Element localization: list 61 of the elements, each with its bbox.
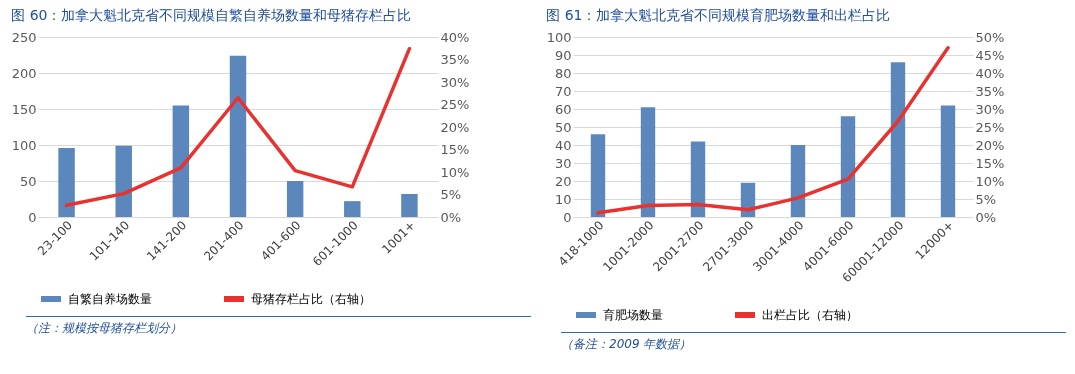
bar	[790, 145, 806, 217]
chart-title: 图 60：加拿大魁北克省不同规模自繁自养场数量和母猪存栏占比	[11, 7, 412, 23]
bar	[940, 105, 956, 217]
legend-label: 育肥场数量	[603, 308, 663, 322]
bar	[115, 145, 132, 217]
y2-tick-label: 35%	[975, 83, 1005, 99]
y-tick-label: 100	[11, 137, 37, 153]
y2-tick-label: 30%	[975, 101, 1005, 117]
y-tick-label: 70	[554, 83, 572, 99]
y-tick-label: 20	[554, 173, 572, 189]
y2-tick-label: 40%	[440, 29, 470, 45]
bar	[401, 193, 418, 217]
y2-tick-label: 20%	[975, 137, 1005, 153]
y2-tick-label: 40%	[975, 65, 1005, 81]
bar	[690, 141, 706, 217]
y-tick-label: 250	[11, 29, 37, 45]
y2-tick-label: 25%	[975, 119, 1005, 135]
y2-tick-label: 35%	[440, 52, 470, 67]
y2-tick-label: 5%	[440, 187, 462, 202]
text: （备注：2009 年数据）	[561, 332, 1066, 353]
bar	[840, 116, 856, 217]
y2-tick-label: 0%	[440, 209, 462, 225]
y-tick-label: 90	[554, 47, 572, 63]
bar	[890, 62, 906, 217]
line-series	[64, 46, 412, 208]
y-tick-label: 40	[554, 137, 572, 153]
legend-label: 出栏占比（右轴）	[762, 308, 858, 322]
y2-tick-label: 15%	[975, 155, 1005, 171]
y2-tick-label: 10%	[440, 164, 470, 180]
y-tick-label: 200	[11, 65, 37, 81]
y2-tick-label: 30%	[440, 74, 470, 90]
y-tick-label: 60	[554, 101, 572, 117]
y2-tick-label: 0%	[975, 209, 997, 225]
y2-tick-label: 10%	[975, 173, 1005, 189]
y2-tick-label: 15%	[440, 142, 470, 157]
legend-label: 母猪存栏占比（右轴）	[251, 292, 371, 306]
y-tick-label: 30	[554, 155, 572, 171]
bar	[286, 181, 304, 217]
line-series	[596, 46, 950, 215]
bar	[344, 201, 361, 217]
bar	[229, 55, 247, 217]
y-tick-label: 100	[546, 29, 572, 45]
y2-tick-label: 20%	[440, 119, 470, 135]
y-tick-label: 50	[554, 119, 572, 135]
y-tick-label: 50	[19, 173, 37, 189]
bar	[172, 105, 190, 217]
y2-tick-label: 25%	[440, 97, 470, 112]
y-tick-label: 10	[554, 191, 572, 207]
y2-tick-label: 45%	[975, 47, 1005, 63]
y2-tick-label: 50%	[975, 29, 1005, 45]
bar	[590, 134, 606, 217]
chart-title: 图 61：加拿大魁北克省不同规模育肥场数量和出栏占比	[546, 7, 891, 23]
y2-tick-label: 5%	[975, 191, 997, 207]
y-tick-label: 150	[11, 101, 37, 117]
bar	[640, 107, 656, 217]
legend-label: 自繁自养场数量	[68, 292, 152, 306]
bar	[58, 147, 75, 217]
y-tick-label: 0	[28, 209, 37, 225]
text: （注：规模按母猪存栏划分）	[26, 316, 531, 337]
y-tick-label: 80	[554, 65, 572, 81]
y-tick-label: 0	[563, 209, 572, 225]
